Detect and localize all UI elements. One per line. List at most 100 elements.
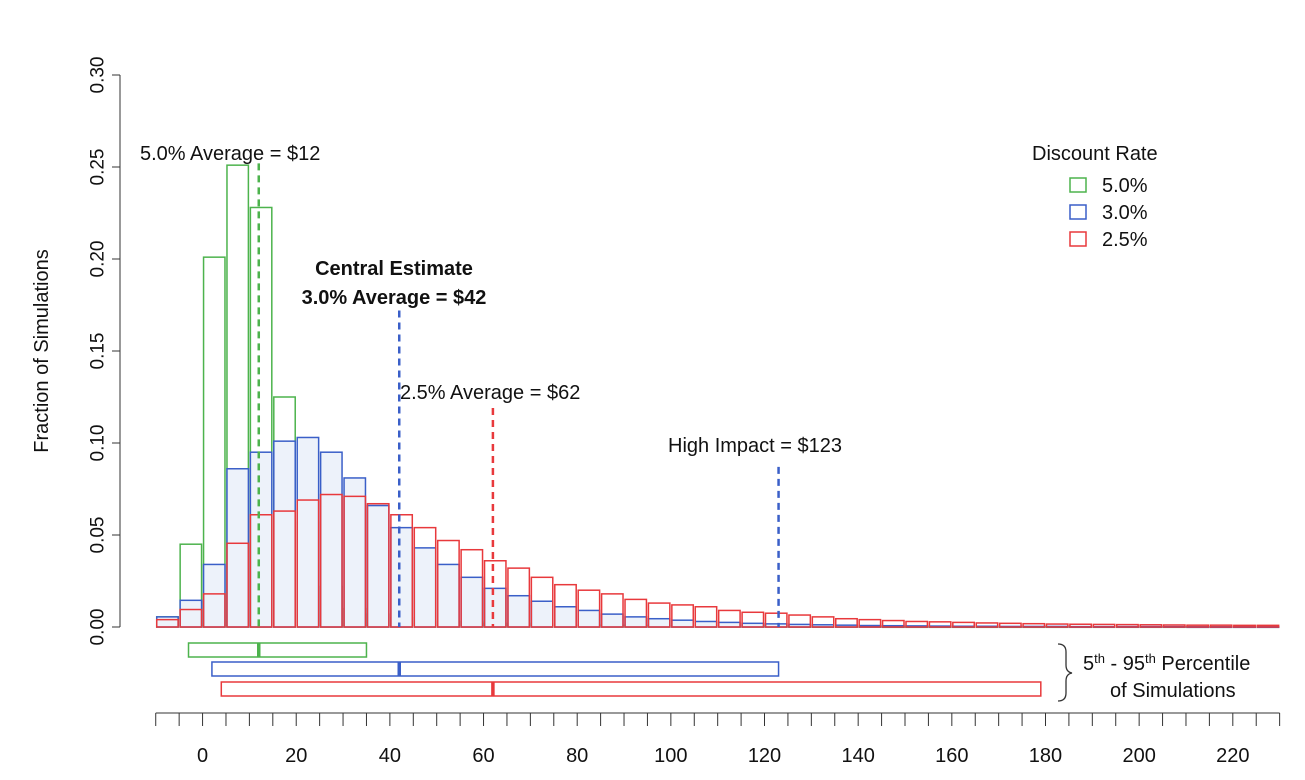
bar-25-41 — [1115, 623, 1139, 628]
bar-30-8 — [343, 477, 367, 628]
x-tick-label: 120 — [748, 745, 781, 767]
y-tick-label: 0.30 — [88, 57, 109, 94]
average-label: 3.0% Average = $42 — [302, 287, 487, 309]
x-tick-label: 140 — [841, 745, 874, 767]
bar-25-22 — [671, 604, 695, 628]
bar-30-4 — [249, 451, 273, 628]
bar-30-10 — [390, 526, 414, 628]
legend-title: Discount Rate — [1032, 143, 1158, 165]
bar-25-30 — [858, 618, 882, 628]
x-tick-label: 220 — [1216, 745, 1249, 767]
bar-25-12 — [436, 539, 460, 628]
bar-30-18 — [577, 609, 601, 628]
bar-25-3 — [226, 542, 250, 628]
bar-25-42 — [1139, 624, 1163, 628]
percentile-range — [220, 681, 1042, 697]
x-tick-label: 100 — [654, 745, 687, 767]
bar-25-25 — [741, 611, 765, 628]
bar-25-18 — [577, 589, 601, 628]
bar-25-24 — [717, 609, 741, 628]
bar-25-44 — [1186, 624, 1210, 628]
bar-25-13 — [460, 548, 484, 628]
bar-30-22 — [671, 619, 695, 628]
bar-25-11 — [413, 526, 437, 628]
bar-25-21 — [647, 602, 671, 628]
bar-30-16 — [530, 600, 554, 628]
bar-25-15 — [507, 567, 531, 628]
legend-entry: 3.0% — [1102, 202, 1148, 224]
bar-30-20 — [624, 616, 648, 628]
bar-25-16 — [530, 576, 554, 628]
bar-25-2 — [202, 593, 226, 628]
x-tick-label: 40 — [379, 745, 401, 767]
bar-25-33 — [928, 621, 952, 628]
bar-25-29 — [835, 617, 858, 628]
bar-25-32 — [905, 620, 929, 628]
legend-entry: 5.0% — [1102, 175, 1148, 197]
bar-25-38 — [1045, 623, 1069, 628]
bar-25-31 — [881, 619, 905, 628]
bars-2-5-percent — [155, 493, 1280, 628]
x-tick-label: 60 — [472, 745, 494, 767]
bar-25-7 — [319, 493, 343, 628]
bar-25-6 — [296, 499, 320, 628]
legend-swatch — [1069, 177, 1087, 193]
bar-25-20 — [624, 598, 648, 628]
brace-icon — [1057, 643, 1073, 702]
bar-30-3 — [226, 468, 250, 628]
bar-30-17 — [554, 606, 577, 628]
percentile-bars: 5th - 95th Percentile of Simulations — [187, 642, 1250, 702]
y-axis: 0.00 0.05 0.10 0.15 0.20 0.25 0.30 Fraction of … — [31, 57, 121, 646]
bar-25-5 — [273, 510, 296, 628]
bar-30-6 — [296, 436, 320, 628]
bar-25-27 — [788, 614, 812, 628]
x-tick-label: 160 — [935, 745, 968, 767]
percentile-label-line2: of Simulations — [1110, 680, 1236, 702]
bar-25-40 — [1092, 623, 1116, 628]
bar-30-15 — [507, 594, 531, 628]
legend-swatch — [1069, 231, 1087, 247]
bar-25-28 — [811, 616, 835, 628]
x-tick-label: 0 — [197, 745, 208, 767]
bar-25-45 — [1209, 624, 1233, 628]
x-tick-label: 20 — [285, 745, 307, 767]
bars-3-percent — [155, 436, 1280, 629]
bar-30-0 — [155, 616, 179, 628]
bar-25-8 — [343, 495, 367, 628]
bar-25-46 — [1233, 624, 1256, 628]
bar-30-21 — [647, 617, 671, 628]
bar-30-9 — [366, 504, 390, 628]
y-tick-label: 0.20 — [88, 241, 109, 278]
bar-25-35 — [975, 622, 999, 628]
bar-25-14 — [483, 560, 507, 628]
bar-30-12 — [436, 563, 460, 628]
bar-25-37 — [1022, 622, 1046, 628]
bar-25-10 — [390, 514, 414, 628]
y-tick-label: 0.00 — [88, 609, 109, 646]
reference-lines: 5.0% Average = $12 Central Estimate 3.0% A… — [140, 143, 842, 627]
x-tick-label: 200 — [1122, 745, 1155, 767]
bar-25-39 — [1069, 623, 1093, 628]
bar-30-19 — [600, 613, 624, 628]
y-tick-label: 0.15 — [88, 333, 109, 370]
bar-25-4 — [249, 514, 273, 628]
bar-30-5 — [273, 440, 296, 628]
x-axis: 0 20 40 60 80 100 120 140 160 180 200 220 — [155, 712, 1281, 767]
legend: Discount Rate 5.0% 3.0% 2.5% — [1032, 143, 1158, 251]
average-label: 5.0% Average = $12 — [140, 143, 320, 165]
bar-25-19 — [600, 593, 624, 628]
bar-25-36 — [998, 622, 1022, 628]
bar-30-1 — [179, 599, 203, 628]
y-axis-label: Fraction of Simulations — [31, 249, 53, 452]
percentile-range — [211, 661, 780, 677]
bar-25-17 — [554, 583, 577, 628]
bar-25-1 — [179, 608, 203, 628]
y-tick-label: 0.25 — [88, 149, 109, 186]
legend-swatch — [1069, 204, 1087, 220]
bar-25-0 — [155, 618, 179, 628]
bar-25-34 — [952, 621, 975, 628]
average-label: High Impact = $123 — [668, 435, 842, 457]
y-tick-label: 0.10 — [88, 425, 109, 462]
average-label: Central Estimate — [315, 258, 473, 280]
